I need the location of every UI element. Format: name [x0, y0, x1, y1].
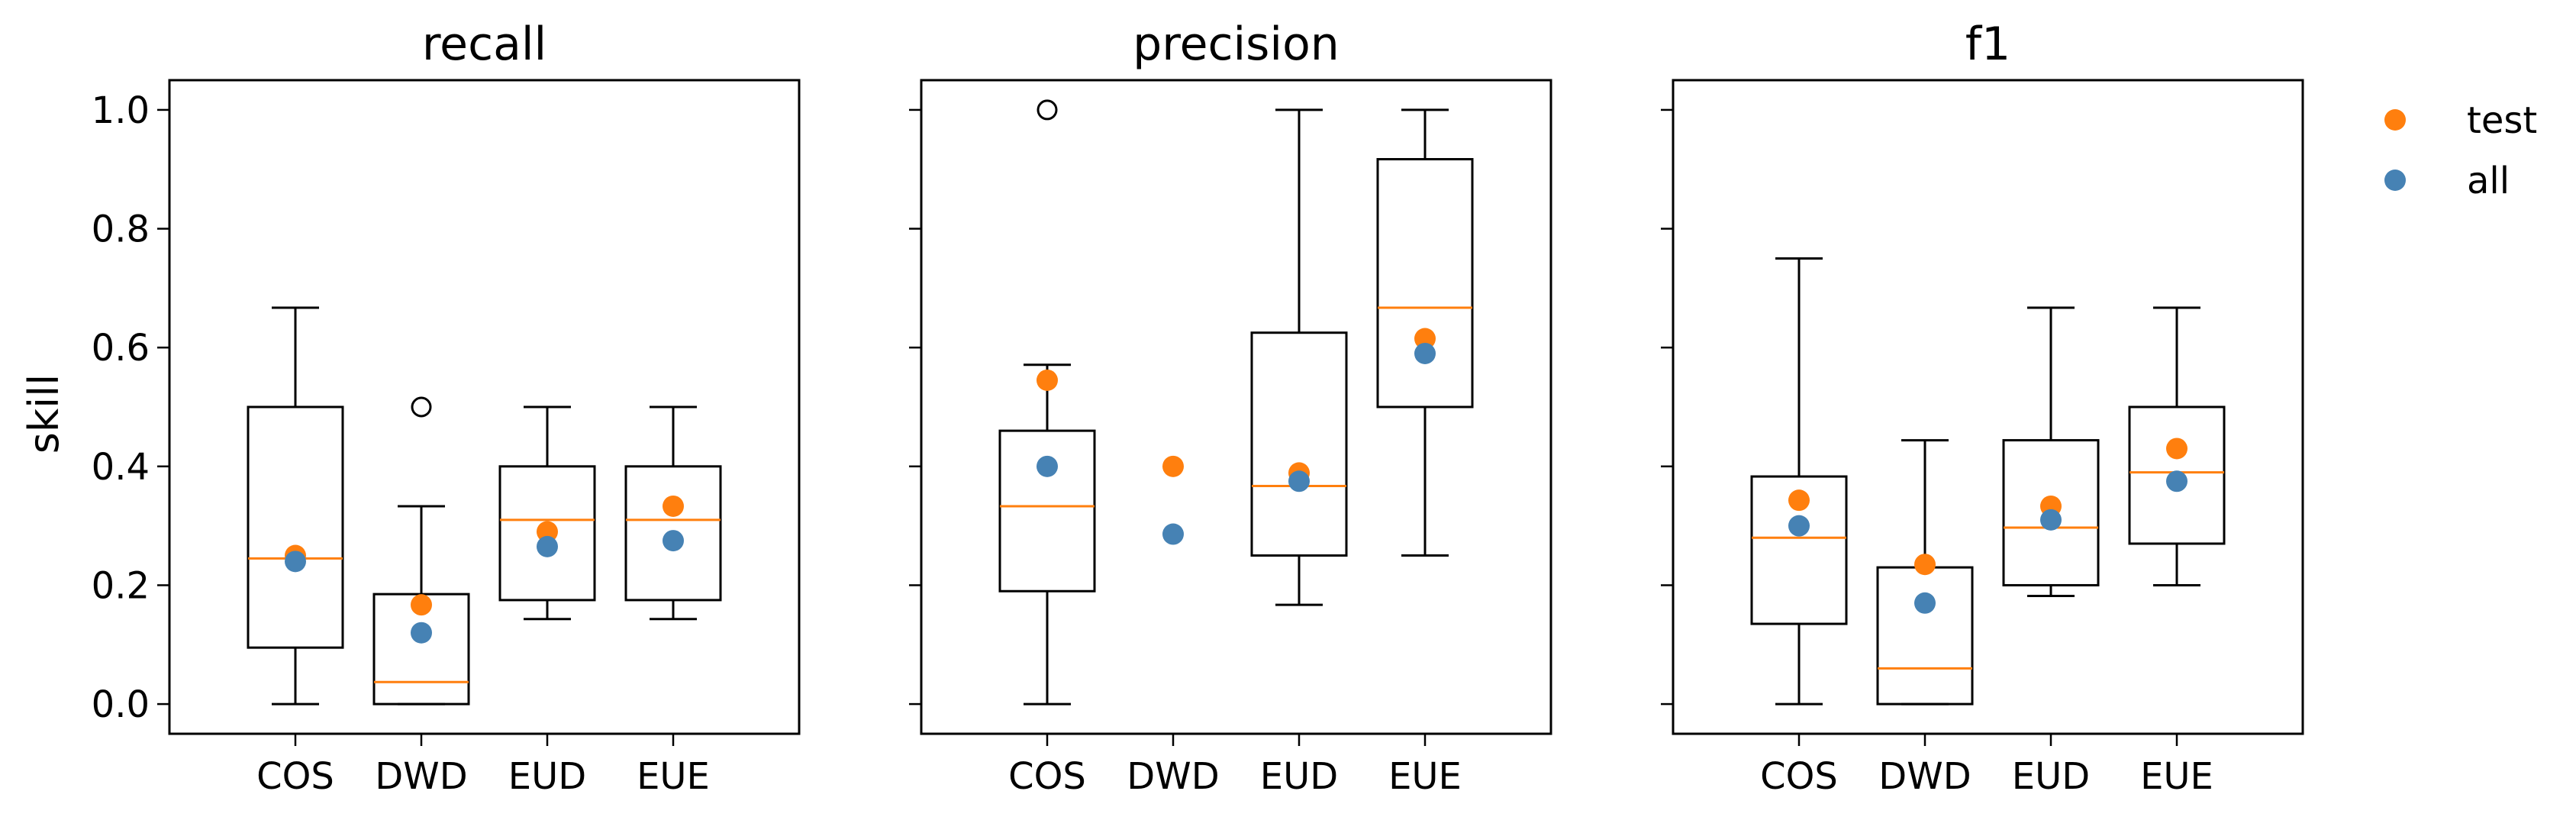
box-eue	[624, 405, 722, 621]
box-iqr	[372, 593, 470, 706]
axes-frame	[920, 79, 1552, 735]
panel-title: precision	[1133, 18, 1340, 71]
point-all-eue	[2166, 470, 2188, 492]
point-test-eue	[1414, 328, 1436, 350]
box-eue	[1376, 108, 1474, 557]
point-test-dwd	[1914, 554, 1936, 576]
point-test-eue	[663, 495, 684, 517]
box-eud	[2002, 306, 2100, 597]
point-all-eue	[1414, 342, 1436, 364]
point-all-eud	[2040, 509, 2062, 531]
point-test-dwd	[1162, 455, 1184, 477]
y-tick-label: 0.0	[92, 683, 150, 726]
x-tick-label: EUD	[1260, 755, 1338, 798]
axes-frame	[168, 79, 801, 735]
box-eud	[1250, 108, 1348, 606]
point-all-cos	[285, 551, 306, 573]
x-tick-label: EUE	[1388, 755, 1462, 798]
box-eud	[498, 405, 596, 621]
panel-title: recall	[422, 18, 546, 71]
point-test-eud	[537, 521, 558, 543]
box-cos	[247, 306, 344, 706]
box-iqr	[1376, 157, 1474, 408]
box-iqr	[1750, 475, 1848, 625]
point-all-dwd	[411, 622, 432, 644]
y-tick-label: 1.0	[92, 89, 150, 132]
y-tick-label: 0.4	[92, 446, 150, 489]
legend-marker-test	[2384, 109, 2406, 131]
x-tick-label: COS	[256, 755, 334, 798]
y-tick-label: 0.6	[92, 327, 150, 370]
box-eue	[2128, 306, 2226, 586]
x-tick-label: EUE	[637, 755, 710, 798]
x-tick-label: COS	[1008, 755, 1086, 798]
box-cos	[1750, 257, 1848, 706]
x-tick-label: EUD	[508, 755, 586, 798]
axes-frame	[1672, 79, 2304, 735]
x-tick-label: DWD	[375, 755, 467, 798]
box-iqr	[1250, 331, 1348, 557]
panel-title: f1	[1965, 18, 2010, 71]
point-all-cos	[1037, 455, 1058, 477]
outlier-point	[1037, 99, 1058, 121]
point-all-eud	[537, 535, 558, 557]
box-iqr	[247, 405, 344, 649]
outlier-point	[411, 396, 432, 418]
point-all-cos	[1788, 515, 1810, 537]
box-iqr	[2002, 439, 2100, 586]
point-all-dwd	[1162, 523, 1184, 545]
point-test-dwd	[411, 594, 432, 616]
x-tick-label: DWD	[1878, 755, 1971, 798]
x-tick-label: EUD	[2012, 755, 2090, 798]
x-tick-label: DWD	[1127, 755, 1219, 798]
legend-label-all: all	[2467, 160, 2510, 202]
panel-f1: f1 COS DWD EUD EUE	[1661, 18, 2304, 798]
box-cos	[998, 99, 1096, 706]
point-all-eue	[663, 530, 684, 552]
box-iqr	[498, 465, 596, 602]
y-tick-label: 0.2	[92, 564, 150, 607]
y-tick-label: 0.8	[92, 208, 150, 251]
x-tick-label: EUE	[2140, 755, 2213, 798]
panel-recall: recall 0.0 0.2 0.4 0.6 0.8 1.0 COS DWD EUD EUE	[92, 18, 801, 798]
x-tick-label: COS	[1760, 755, 1838, 798]
box-iqr	[998, 429, 1096, 593]
box-iqr	[624, 465, 722, 602]
point-test-eue	[2166, 438, 2188, 460]
point-test-cos	[1788, 489, 1810, 512]
legend-marker-all	[2384, 170, 2406, 191]
box-iqr	[2128, 405, 2226, 545]
point-all-dwd	[1914, 592, 1936, 614]
point-test-cos	[1037, 369, 1058, 391]
box-iqr	[1876, 566, 1974, 706]
y-axis-label: skill	[20, 374, 68, 454]
box-dwd	[372, 396, 470, 706]
legend-label-test: test	[2467, 99, 2537, 142]
panel-precision: precision COS DWD EUD EUE	[909, 18, 1552, 798]
legend: test all	[2384, 99, 2537, 202]
point-all-eud	[1288, 470, 1310, 492]
